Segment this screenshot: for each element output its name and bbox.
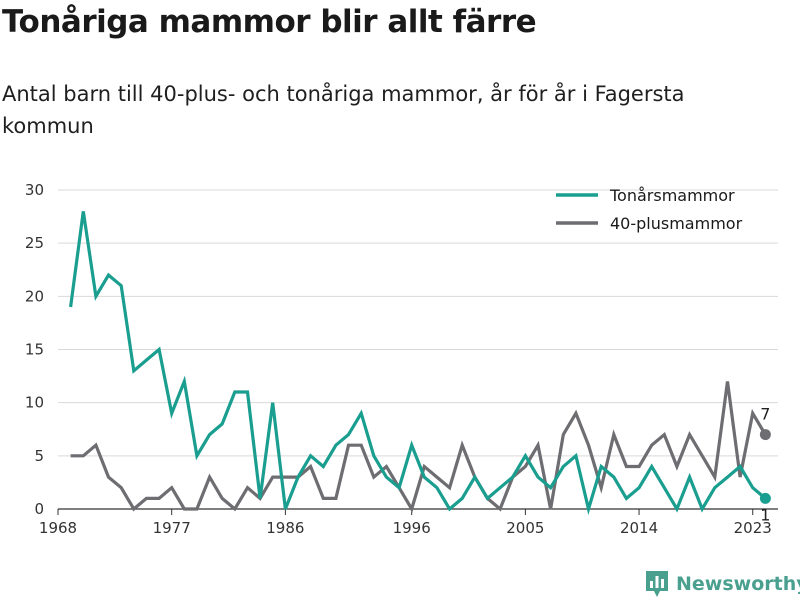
x-tick-label: 2023: [734, 519, 772, 537]
y-tick-label: 20: [25, 287, 44, 305]
x-tick-label: 1968: [39, 519, 77, 537]
y-tick-label: 10: [25, 394, 44, 412]
legend: Tonårsmammor 40-plusmammor: [556, 186, 743, 233]
grid-lines: [58, 189, 778, 457]
y-tick-label: 25: [25, 234, 44, 252]
y-tick-label: 30: [25, 181, 44, 199]
series-end-label: 7: [760, 405, 770, 424]
newsworthy-logo: Newsworthy: [644, 569, 800, 599]
y-tick-label: 15: [25, 341, 44, 359]
x-tick-label: 1996: [393, 519, 431, 537]
y-tick-label: 5: [34, 447, 44, 465]
series-endpoint-marker: [759, 492, 771, 504]
series-endpoint-marker: [759, 429, 771, 441]
line-chart: 0 5 10 15 20 25 30 1968 1977 1986 1996 2005 2014 202…: [25, 181, 778, 537]
series-lines: [69, 211, 767, 516]
series-line-tonarsmammor: [69, 211, 767, 516]
series-end-label: 1: [760, 505, 770, 524]
x-tick-label: 2005: [506, 519, 544, 537]
legend-label: 40-plusmammor: [610, 214, 743, 233]
brand-name: Newsworthy: [676, 573, 800, 595]
series-line-40-plusmammor: [70, 381, 767, 513]
chart-title: Tonåriga mammor blir allt färre: [2, 4, 537, 40]
x-tick-label: 2014: [620, 519, 658, 537]
x-axis-tick-labels: 1968 1977 1986 1996 2005 2014 2023: [39, 509, 772, 537]
x-tick-label: 1986: [266, 519, 304, 537]
y-tick-label: 0: [34, 500, 44, 518]
newsworthy-chart-icon: [646, 571, 668, 597]
legend-label: Tonårsmammor: [609, 186, 735, 205]
y-axis-tick-labels: 0 5 10 15 20 25 30: [25, 181, 44, 518]
series-endpoints: 71: [759, 405, 771, 524]
chart-subtitle: Antal barn till 40-plus- och tonåriga ma…: [2, 82, 685, 138]
x-tick-label: 1977: [153, 519, 191, 537]
